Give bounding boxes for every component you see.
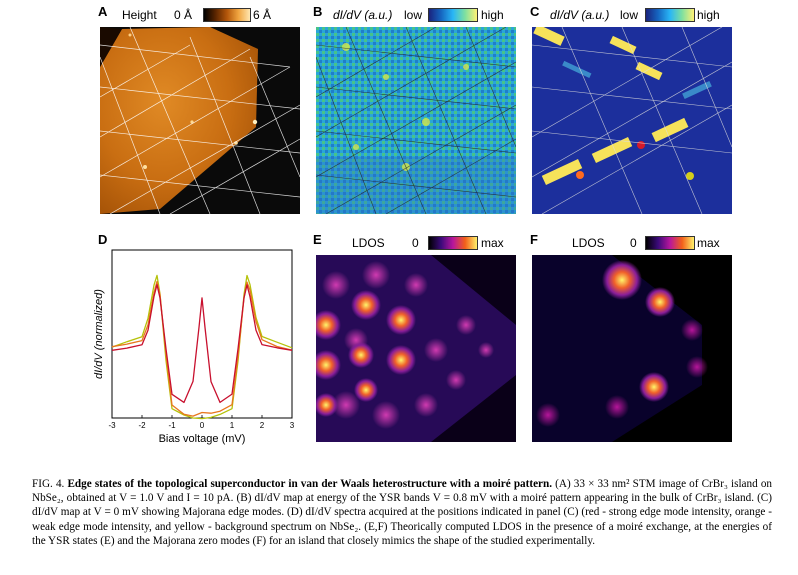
x-axis-label: Bias voltage (mV)	[159, 433, 246, 445]
panel-e-image	[316, 255, 516, 442]
y-axis-label: dI/dV (normalized)	[93, 289, 105, 379]
panel-d-letter: D	[98, 232, 108, 247]
panel-c-low: low	[620, 8, 639, 22]
series-line-1	[111, 280, 293, 417]
marker-yellow	[686, 172, 694, 180]
panel-e-max: max	[481, 236, 504, 250]
panel-e-zero: 0	[412, 236, 419, 250]
panel-e-colorbar	[428, 236, 478, 250]
panel-a-colorbar	[203, 8, 251, 22]
caption-title: Edge states of the topological supercond…	[67, 478, 553, 490]
panel-f-colorbar	[645, 236, 695, 250]
x-tick-label: 2	[260, 421, 265, 430]
panel-b-image	[316, 27, 516, 214]
x-tick-label: 1	[230, 421, 235, 430]
panel-a-cmin: 0 Å	[174, 8, 193, 22]
x-tick-label: 0	[200, 421, 205, 430]
panel-c-image	[532, 27, 732, 214]
panel-a-title: Height	[122, 8, 157, 22]
panel-c-colorbar	[645, 8, 695, 22]
panel-b-letter: B	[313, 4, 323, 19]
panel-d-chart: -3 -2 -1 0 1 2 3 dI/dV (normalized) Bias volta…	[93, 249, 295, 445]
marker-orange	[576, 171, 584, 179]
panel-e-letter: E	[313, 232, 322, 247]
panel-b-colorbar	[428, 8, 478, 22]
x-tick-label: -2	[138, 421, 146, 430]
panel-c-high: high	[697, 8, 720, 22]
panel-e-title: LDOS	[352, 236, 385, 250]
panel-b-title: dI/dV (a.u.)	[333, 8, 393, 22]
x-tick-label: -3	[108, 421, 116, 430]
series-line-2	[111, 274, 293, 420]
series-line-0	[111, 284, 293, 404]
panel-b-high: high	[481, 8, 504, 22]
panel-b-low: low	[404, 8, 423, 22]
panel-f-image	[532, 255, 732, 442]
caption-lead: FIG. 4.	[32, 478, 65, 490]
panel-a-image	[100, 27, 300, 214]
x-tick-label: -1	[168, 421, 176, 430]
marker-red	[637, 141, 645, 149]
panel-f-letter: F	[530, 232, 538, 247]
panel-c-title: dI/dV (a.u.)	[550, 8, 610, 22]
panel-f-title: LDOS	[572, 236, 605, 250]
panel-a-letter: A	[98, 4, 108, 19]
panel-a-cmax: 6 Å	[253, 8, 272, 22]
plot-frame	[111, 249, 293, 419]
panel-f-zero: 0	[630, 236, 637, 250]
x-tick-label: 3	[290, 421, 295, 430]
caption-body: (A) 33 × 33 nm² STM image of CrBr₃ islan…	[32, 478, 773, 547]
panel-c-letter: C	[530, 4, 540, 19]
figure-caption: FIG. 4. Edge states of the topological s…	[32, 477, 772, 548]
panel-f-max: max	[697, 236, 720, 250]
